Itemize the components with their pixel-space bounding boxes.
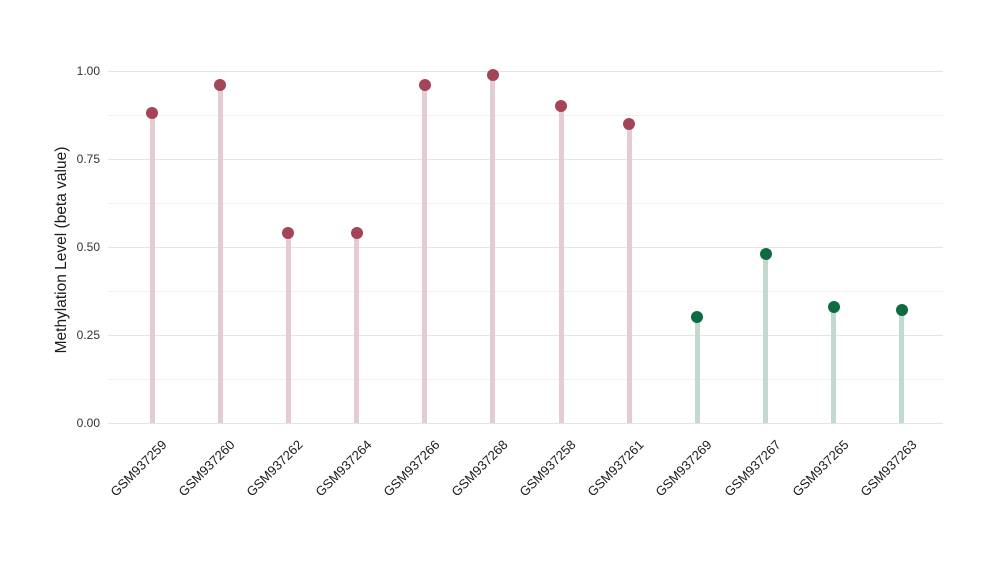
x-tick-label-text: GSM937268 bbox=[448, 437, 511, 500]
major-gridline bbox=[108, 71, 943, 72]
lollipop-stem bbox=[763, 254, 769, 423]
data-point bbox=[759, 248, 772, 261]
y-tick-label: 0.25 bbox=[76, 328, 100, 342]
x-tick-label-text: GSM937267 bbox=[720, 437, 784, 500]
x-tick-label-text: GSM937262 bbox=[243, 437, 306, 500]
y-tick-label: 0.50 bbox=[76, 240, 100, 254]
lollipop-stem bbox=[899, 310, 905, 423]
data-point bbox=[214, 79, 227, 92]
minor-gridline bbox=[108, 379, 943, 380]
x-tick-label-text: GSM937260 bbox=[175, 437, 238, 500]
lollipop-stem bbox=[626, 123, 632, 423]
x-tick-label-text: GSM937269 bbox=[652, 437, 716, 500]
data-point bbox=[895, 304, 908, 317]
major-gridline bbox=[108, 423, 943, 424]
y-tick-label: 0.75 bbox=[76, 152, 100, 166]
y-tick-label: 0.00 bbox=[76, 416, 100, 430]
data-point bbox=[486, 68, 499, 81]
lollipop-stem bbox=[149, 113, 155, 423]
x-tick-label-text: GSM937265 bbox=[789, 437, 852, 500]
x-tick-label-text: GSM937258 bbox=[516, 437, 579, 500]
lollipop-stem bbox=[217, 85, 223, 423]
y-tick-label: 1.00 bbox=[76, 64, 100, 78]
lollipop-stem bbox=[490, 74, 496, 423]
x-tick-label-text: GSM937263 bbox=[857, 437, 920, 500]
lollipop-stem bbox=[558, 106, 564, 423]
lollipop-stem bbox=[694, 317, 700, 423]
lollipop-stem bbox=[285, 232, 291, 423]
data-point bbox=[350, 226, 363, 239]
x-tick-label-text: GSM937266 bbox=[380, 437, 443, 500]
x-tick-label-text: GSM937264 bbox=[311, 437, 375, 500]
major-gridline bbox=[108, 159, 943, 160]
minor-gridline bbox=[108, 115, 943, 116]
data-point bbox=[555, 100, 568, 113]
lollipop-stem bbox=[831, 306, 837, 423]
data-point bbox=[146, 107, 158, 120]
major-gridline bbox=[108, 247, 943, 248]
x-tick-label-text: GSM937259 bbox=[107, 437, 170, 500]
major-gridline bbox=[108, 335, 943, 336]
minor-gridline bbox=[108, 203, 943, 204]
data-point bbox=[282, 226, 295, 239]
x-tick-label-text: GSM937261 bbox=[584, 437, 647, 500]
data-point bbox=[827, 300, 840, 313]
minor-gridline bbox=[108, 291, 943, 292]
data-point bbox=[418, 79, 431, 92]
data-point bbox=[691, 311, 704, 324]
lollipop-stem bbox=[422, 85, 428, 423]
lollipop-stem bbox=[354, 232, 360, 423]
data-point bbox=[623, 117, 636, 130]
